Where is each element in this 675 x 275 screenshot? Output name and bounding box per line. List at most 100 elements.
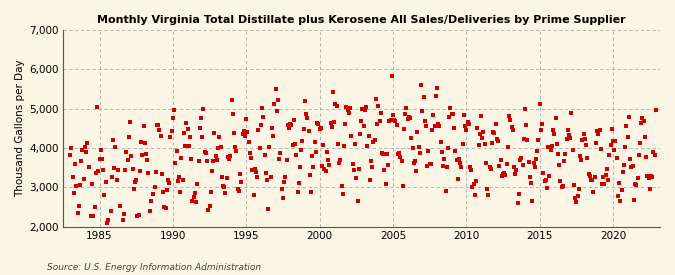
Point [406,136,416,140]
Point [606,127,617,131]
Point [321,169,331,174]
Point [87,182,98,186]
Point [601,167,612,171]
Point [561,137,572,141]
Point [500,173,511,177]
Point [494,164,505,169]
Point [94,157,105,161]
Point [280,175,291,180]
Point [360,108,371,112]
Point [574,154,585,158]
Point [580,143,591,147]
Point [585,174,595,178]
Point [291,152,302,157]
Point [472,125,483,130]
Point [137,153,148,158]
Point [281,158,292,163]
Point [236,180,247,185]
Point [286,123,297,128]
Point [99,193,110,197]
Point [518,137,529,142]
Point [333,142,344,146]
Point [527,199,538,204]
Point [309,140,320,145]
Point [526,181,537,185]
Point [428,112,439,117]
Point [363,134,374,139]
Point [83,165,94,169]
Point [481,161,491,165]
Point [178,178,188,183]
Point [84,228,95,233]
Point [404,115,414,119]
Point [364,177,375,182]
Point [532,148,543,153]
Point [122,158,133,163]
Point [307,154,318,158]
Point [342,108,353,113]
Point [441,165,452,169]
Point [636,121,647,126]
Point [341,105,352,109]
Point [564,132,574,137]
Point [484,164,495,169]
Point [310,150,321,154]
Point [290,142,300,146]
Point [351,176,362,180]
Point [273,98,284,102]
Point [323,158,333,162]
Point [489,130,500,135]
Point [136,140,146,144]
Point [88,214,99,219]
Point [528,161,539,165]
Point [279,180,290,185]
Point [412,130,423,134]
Point [394,150,404,155]
Point [508,128,518,132]
Point [632,176,643,181]
Point [138,124,149,129]
Point [313,122,324,127]
Point [294,165,305,170]
Point [429,123,440,128]
Point [560,152,571,156]
Point [338,192,348,196]
Point [264,144,275,149]
Point [113,168,124,172]
Title: Monthly Virginia Total Distillate plus Kerosene All Sales/Deliveries by Prime Su: Monthly Virginia Total Distillate plus K… [97,15,626,25]
Point [71,184,82,188]
Point [493,139,504,143]
Point [504,114,514,119]
Point [143,170,154,175]
Point [155,134,166,139]
Point [68,191,79,195]
Text: Source: U.S. Energy Information Administration: Source: U.S. Energy Information Administ… [47,263,261,272]
Point [454,157,464,161]
Point [231,149,242,153]
Point [627,164,638,169]
Point [398,183,408,188]
Point [186,157,196,162]
Point [502,162,512,166]
Y-axis label: Thousand Gallons per Day: Thousand Gallons per Day [15,59,25,197]
Point [161,188,172,192]
Point [648,150,659,155]
Point [173,175,184,179]
Point [246,156,256,161]
Point [235,172,246,177]
Point [468,182,479,186]
Point [317,164,327,169]
Point [110,145,121,150]
Point [344,111,354,115]
Point [455,161,466,165]
Point [223,156,234,161]
Point [431,94,441,98]
Point [223,154,234,159]
Point [163,178,173,183]
Point [541,186,552,191]
Point [524,175,535,180]
Point [243,139,254,144]
Point [642,174,653,178]
Point [645,174,656,178]
Point [545,148,556,152]
